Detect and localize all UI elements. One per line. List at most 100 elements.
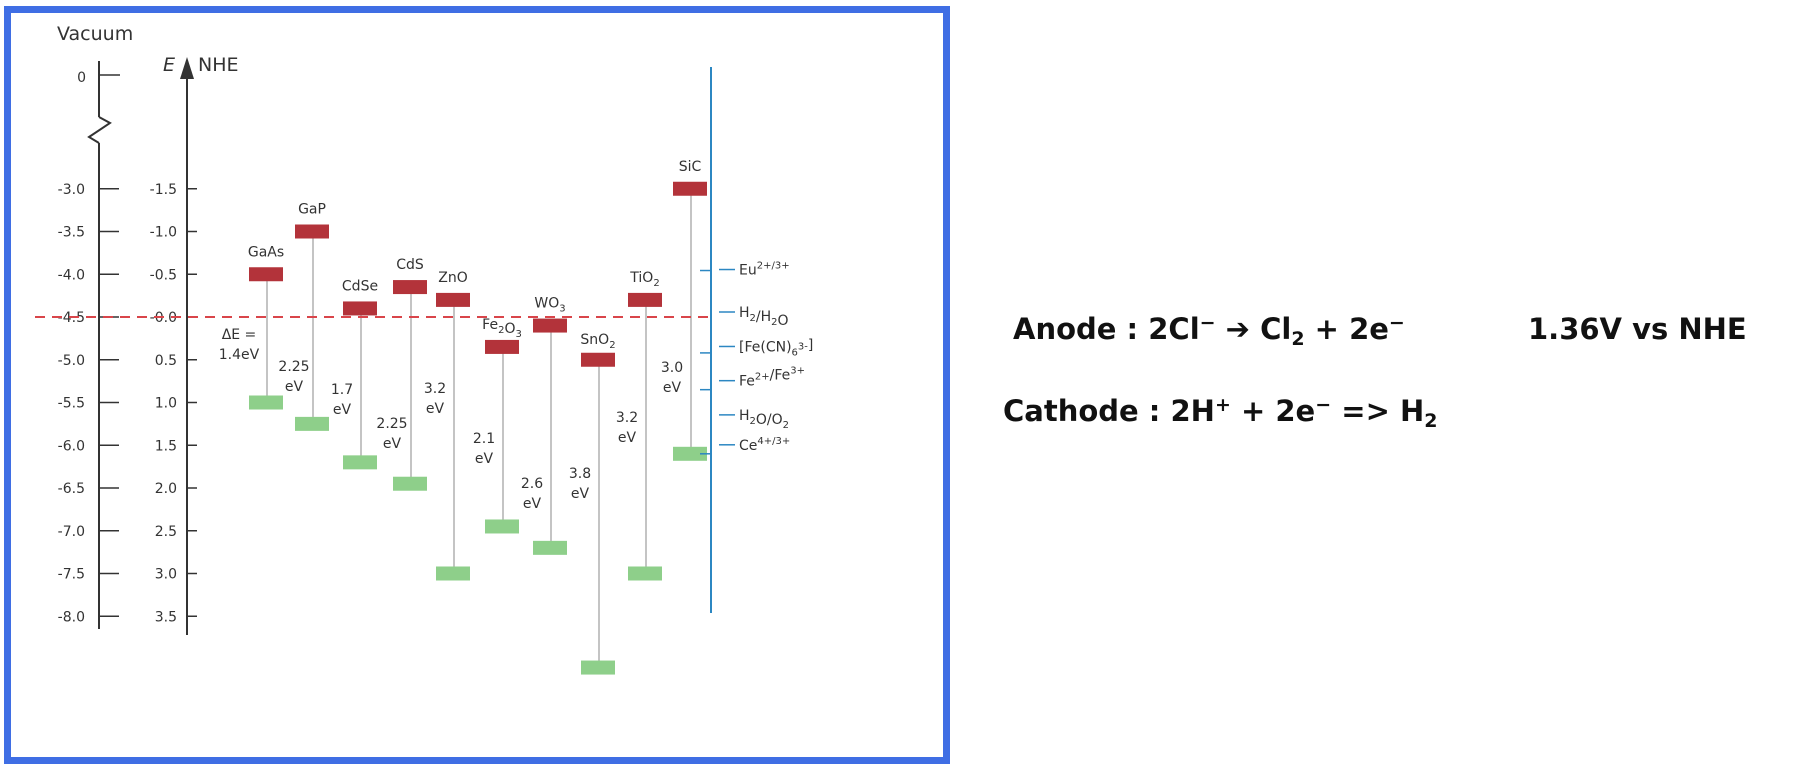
right-arrow-icon: ➔ — [1225, 312, 1250, 346]
conduction-band-wo3 — [533, 318, 567, 333]
redox-couple-label: Eu2+/3+ — [739, 261, 790, 279]
valence-band-wo3 — [533, 540, 567, 555]
valence-band-fe2o3 — [485, 519, 519, 534]
nhe-tick-label: 3.0 — [155, 567, 177, 583]
cathode-electron-charge: − — [1315, 394, 1332, 416]
semiconductor-label-fe2o3: Fe2O3 — [482, 317, 522, 340]
conduction-band-sno2 — [581, 352, 615, 367]
valence-band-sic — [673, 446, 707, 461]
band-gap-value-zno: eV — [426, 401, 445, 417]
valence-band-zno — [436, 566, 470, 581]
semiconductor-label-cdse: CdSe — [342, 278, 378, 294]
conduction-band-gaas — [249, 267, 283, 282]
redox-couple-label: H2/H2O — [739, 305, 789, 329]
nhe-axis-ref-label: NHE — [198, 54, 239, 76]
vacuum-tick-label: -6.5 — [58, 481, 85, 497]
semiconductor-label-sno2: SnO2 — [580, 332, 615, 351]
band-gap-value-tio2: eV — [618, 430, 637, 446]
band-gap-value-gaas: ΔE = — [222, 327, 257, 343]
redox-couple-label: [Fe(CN)63-] — [739, 337, 813, 358]
proton-charge: + — [1214, 394, 1231, 416]
anode-label: Anode : 2Cl — [1013, 312, 1200, 346]
anode-product-subscript: 2 — [1291, 328, 1305, 350]
vacuum-tick-label: -8.0 — [58, 609, 85, 625]
nhe-tick-label: 1.5 — [155, 438, 177, 454]
vacuum-tick-label: -3.5 — [58, 225, 85, 241]
band-gap-value-cds: 2.25 — [376, 416, 407, 432]
conduction-band-zno — [436, 292, 470, 307]
anode-equation: Anode : 2Cl− ➔ Cl2 + 2e− — [1013, 312, 1405, 350]
semiconductor-label-sic: SiC — [679, 159, 702, 175]
vacuum-tick-label: -5.0 — [58, 353, 85, 369]
valence-band-tio2 — [628, 566, 662, 581]
nhe-tick-label: 2.5 — [155, 524, 177, 540]
nhe-tick-label: 1.0 — [155, 396, 177, 412]
conduction-band-cds — [393, 280, 427, 295]
band-gap-value-sic: 3.0 — [661, 360, 683, 376]
vacuum-zero-label: 0 — [77, 70, 86, 86]
anode-electron-charge: − — [1388, 312, 1405, 334]
cathode-product: H — [1399, 394, 1425, 428]
band-diagram-frame: Vacuum 0 E NHE -3.0-3.5-4.0-4.5-5.0-5.5-… — [4, 6, 950, 764]
nhe-axis-arrow-icon — [180, 57, 194, 79]
band-edge-diagram: Vacuum 0 E NHE -3.0-3.5-4.0-4.5-5.0-5.5-… — [35, 23, 813, 675]
vacuum-tick-label: -5.5 — [58, 396, 85, 412]
conduction-band-gap — [295, 224, 329, 239]
band-gap-value-fe2o3: 2.1 — [473, 431, 495, 447]
vacuum-tick-label: -6.0 — [58, 438, 85, 454]
valence-band-cds — [393, 476, 427, 491]
vacuum-tick-label: -7.5 — [58, 567, 85, 583]
band-gap-value-sno2: 3.8 — [569, 466, 591, 482]
cathode-label: Cathode : 2H — [1003, 394, 1215, 428]
conduction-band-sic — [673, 181, 707, 196]
cathode-equation: Cathode : 2H+ + 2e− => H2 — [1003, 394, 1438, 432]
band-gap-value-gap: 2.25 — [278, 359, 309, 375]
redox-couple-label: Ce4+/3+ — [739, 436, 790, 454]
semiconductor-label-zno: ZnO — [438, 270, 467, 286]
band-gap-value-tio2: 3.2 — [616, 410, 638, 426]
band-gap-value-sno2: eV — [571, 486, 590, 502]
axis-break-mark — [87, 116, 112, 144]
band-gap-value-wo3: 2.6 — [521, 476, 543, 492]
conduction-band-fe2o3 — [485, 339, 519, 354]
band-gap-value-wo3: eV — [523, 496, 542, 512]
anode-product: Cl — [1260, 312, 1292, 346]
band-gap-value-cds: eV — [383, 436, 402, 452]
chloride-charge: − — [1199, 312, 1216, 334]
band-gap-value-sic: eV — [663, 380, 682, 396]
valence-band-cdse — [343, 455, 377, 470]
nhe-tick-label: -1.5 — [150, 182, 177, 198]
nhe-tick-label: -0.5 — [150, 267, 177, 283]
valence-band-sno2 — [581, 660, 615, 675]
band-gap-value-fe2o3: eV — [475, 451, 494, 467]
valence-band-gaas — [249, 395, 283, 410]
semiconductor-label-cds: CdS — [396, 257, 424, 273]
semiconductor-label-wo3: WO3 — [534, 296, 565, 315]
nhe-tick-label: -1.0 — [150, 225, 177, 241]
nhe-tick-label: 3.5 — [155, 609, 177, 625]
valence-band-gap — [295, 416, 329, 431]
nhe-tick-label: 0.5 — [155, 353, 177, 369]
semiconductor-label-gap: GaP — [298, 202, 326, 218]
cathode-product-subscript: 2 — [1424, 410, 1438, 432]
anode-potential: 1.36V vs NHE — [1528, 312, 1747, 346]
band-gap-value-cdse: 1.7 — [331, 382, 353, 398]
vacuum-label: Vacuum — [57, 23, 133, 45]
redox-couple-label: H2O/O2 — [739, 408, 789, 431]
cathode-electrons: + 2e — [1240, 394, 1316, 428]
band-gap-value-cdse: eV — [333, 402, 352, 418]
vacuum-tick-label: -4.0 — [58, 267, 85, 283]
vacuum-tick-label: -3.0 — [58, 182, 85, 198]
conduction-band-cdse — [343, 301, 377, 316]
conduction-band-tio2 — [628, 292, 662, 307]
cathode-arrow: => — [1341, 394, 1390, 428]
semiconductor-label-gaas: GaAs — [248, 244, 284, 260]
band-gap-value-gap: eV — [285, 379, 304, 395]
band-gap-value-zno: 3.2 — [424, 381, 446, 397]
nhe-axis-e-label: E — [163, 54, 175, 76]
redox-couple-label: Fe2+/Fe3+ — [739, 366, 805, 390]
vacuum-tick-label: -7.0 — [58, 524, 85, 540]
band-gap-value-gaas: 1.4eV — [219, 347, 260, 363]
semiconductor-label-tio2: TiO2 — [629, 270, 659, 289]
anode-electrons: + 2e — [1314, 312, 1389, 346]
